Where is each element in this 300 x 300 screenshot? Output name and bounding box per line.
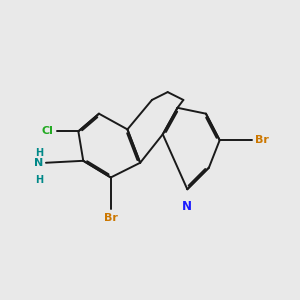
- Text: Cl: Cl: [42, 126, 54, 136]
- Text: H: H: [35, 148, 43, 158]
- Text: N: N: [182, 200, 192, 213]
- Text: Br: Br: [255, 135, 269, 145]
- Text: N: N: [34, 158, 43, 168]
- Text: Br: Br: [104, 213, 118, 223]
- Text: H: H: [35, 175, 43, 184]
